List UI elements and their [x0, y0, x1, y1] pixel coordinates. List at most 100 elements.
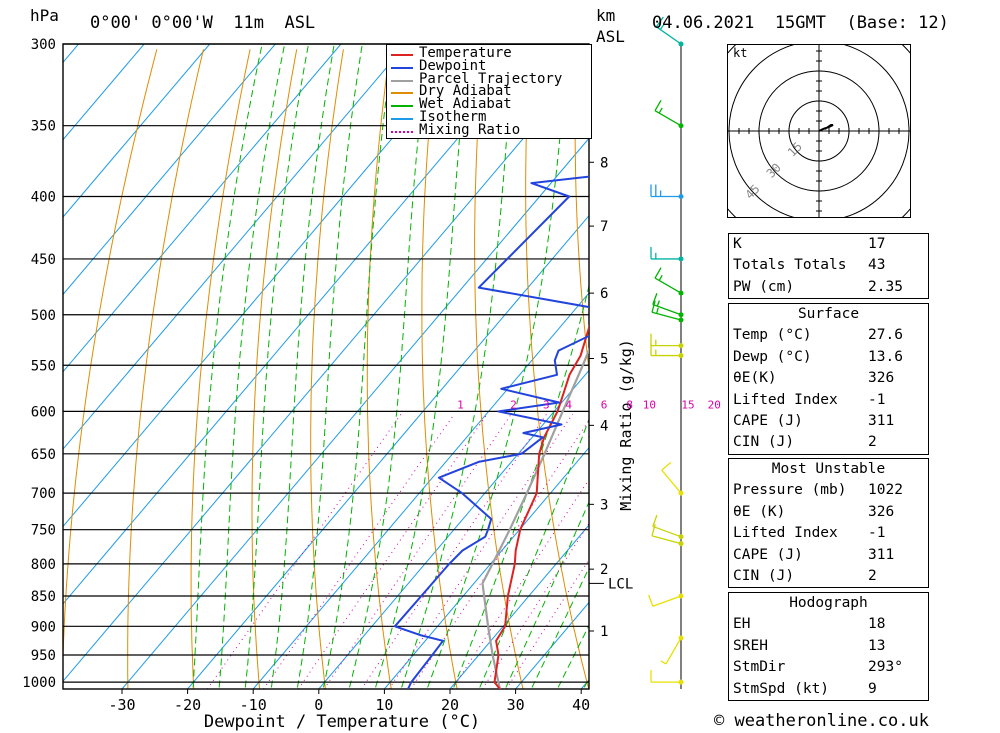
temperature-tick-label: 10 — [375, 696, 393, 714]
mixing-ratio-label: 2 — [510, 398, 517, 411]
hodograph-unit-label: kt — [733, 46, 748, 60]
location-label: 0°00' 0°00'W 11m ASL — [90, 13, 316, 33]
wind-barb-staff — [652, 303, 682, 316]
surface-value: 13.6 — [868, 348, 903, 365]
km-tick-label: 1 — [600, 624, 608, 640]
isotherm-line — [63, 44, 145, 141]
legend-item: Isotherm — [387, 109, 587, 125]
surface-row: CAPE (J) 311 — [729, 411, 928, 432]
most-unstable-label: CAPE (J) — [733, 546, 803, 563]
legend-label: Dewpoint — [419, 57, 487, 74]
totals-label: Totals Totals — [733, 257, 847, 274]
surface-label: Temp (°C) — [733, 327, 812, 344]
isotherm-line — [187, 214, 589, 689]
wind-barb-flag — [648, 594, 654, 607]
wind-barb-flag — [654, 267, 662, 279]
pressure-tick-label: 500 — [31, 308, 56, 324]
wind-barb-staff — [652, 595, 682, 607]
wet-adiabat-line — [244, 44, 310, 688]
wind-barb — [651, 300, 684, 323]
surface-row: θE(K) 326 — [729, 368, 928, 389]
km-tick-label: 8 — [600, 155, 608, 171]
hodograph-panel: Hodograph EH 18 SREH 13 StmDir 293° StmSpd (kt… — [728, 592, 929, 701]
legend-label: Mixing Ratio — [419, 121, 521, 138]
mixing-ratio-label: 4 — [565, 398, 572, 411]
indices-panel: K 17 Totals Totals 43 PW (cm) 2.35 — [728, 233, 929, 300]
wind-barb-staff — [654, 277, 682, 294]
isotherm-line — [63, 60, 589, 682]
legend-swatch — [391, 105, 413, 108]
temperature-tick-label: -10 — [240, 696, 267, 714]
dry-adiabat-line — [190, 49, 251, 689]
wind-barb-flag — [651, 300, 656, 313]
asl-unit-label: ASL — [596, 27, 625, 46]
wind-barb-staff — [656, 26, 682, 45]
surface-value: 311 — [868, 412, 895, 429]
wind-barb-staff — [665, 637, 682, 665]
mixing-ratio-line — [206, 413, 402, 689]
most-unstable-label: Pressure (mb) — [733, 482, 847, 499]
km-tick-label: 7 — [600, 219, 608, 235]
wind-barb-flag — [656, 307, 659, 314]
legend-item: Temperature — [387, 45, 587, 61]
hodograph-stat-label: EH — [733, 616, 751, 633]
most-unstable-row: θE (K) 326 — [729, 502, 928, 523]
hodograph-stat-row: SREH 13 — [729, 636, 928, 657]
hodograph-stat-label: StmDir — [733, 659, 786, 676]
wind-barb — [650, 246, 684, 262]
isotherm-line — [63, 44, 539, 605]
wind-barb — [654, 99, 684, 129]
most-unstable-label: Lifted Index — [733, 525, 838, 542]
mixing-ratio-line — [505, 558, 589, 689]
pressure-tick-label: 600 — [31, 404, 56, 420]
most-unstable-value: -1 — [868, 525, 886, 542]
surface-value: 2 — [868, 434, 877, 451]
hodograph-trace — [818, 124, 834, 132]
wind-barb — [650, 333, 684, 349]
mixing-ratio-line — [388, 413, 574, 689]
km-unit-label: km — [596, 6, 616, 25]
wind-barb-flag — [655, 16, 664, 28]
legend-label: Wet Adiabat — [419, 96, 512, 113]
wind-barb — [654, 267, 684, 296]
isotherm-line — [121, 137, 589, 689]
km-tick-label: 4 — [600, 418, 608, 434]
most-unstable-row: CAPE (J) 311 — [729, 545, 928, 566]
pressure-tick-label: 850 — [31, 589, 56, 605]
surface-row: Dewp (°C) 13.6 — [729, 347, 928, 368]
hodograph-stat-row: StmSpd (kt) 9 — [729, 679, 928, 700]
mixing-ratio-label: 6 — [601, 398, 608, 411]
wind-barb-flag — [654, 99, 662, 112]
wind-barb — [652, 514, 684, 540]
mixing-ratio-label: 10 — [643, 398, 656, 411]
wind-barb-flag — [659, 24, 665, 30]
wet-adiabat-line — [349, 44, 430, 688]
mixing-ratio-line — [323, 413, 512, 689]
legend-item: Parcel Trajectory — [387, 70, 587, 87]
legend-label: Parcel Trajectory — [419, 70, 563, 87]
wet-adiabat-line — [375, 44, 470, 688]
temperature-tick-label: -30 — [108, 696, 135, 714]
hodograph-stat-label: StmSpd (kt) — [733, 680, 830, 697]
legend-swatch — [391, 79, 413, 82]
lcl-label: LCL — [608, 576, 633, 592]
pressure-tick-label: 400 — [31, 189, 56, 205]
wind-barb — [650, 670, 684, 685]
most-unstable-value: 1022 — [868, 482, 903, 499]
temperature-tick-label: 0 — [314, 696, 323, 714]
isotherm-line — [384, 446, 589, 689]
pressure-tick-label: 300 — [31, 37, 56, 53]
hodograph-stat-row: StmDir 293° — [729, 657, 928, 678]
pressure-tick-label: 650 — [31, 447, 56, 463]
legend-label: Temperature — [419, 45, 512, 61]
wind-barb-staff — [661, 469, 682, 494]
wind-barb-staff — [654, 110, 682, 127]
km-tick-label: 6 — [600, 286, 608, 302]
legend-item: Dry Adiabat — [387, 83, 587, 99]
surface-panel: Surface Temp (°C) 27.6 Dewp (°C) 13.6 θE(K) 3… — [728, 303, 929, 455]
temperature-tick-label: 30 — [507, 696, 525, 714]
dewpoint-series-line — [393, 175, 589, 689]
